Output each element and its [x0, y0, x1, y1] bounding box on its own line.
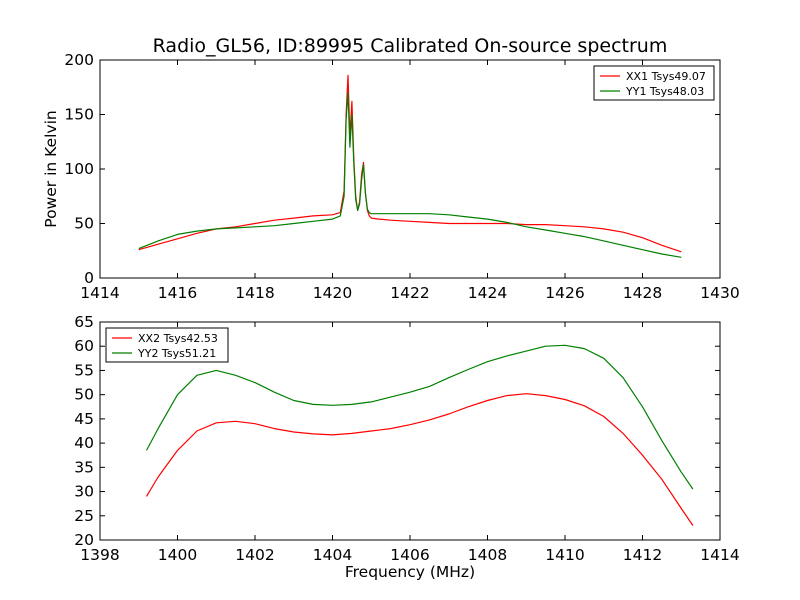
y-tick-label: 30: [74, 483, 94, 501]
y-tick-label: 35: [74, 458, 94, 476]
x-tick-label: 1410: [545, 546, 584, 564]
legend-label: XX1 Tsys49.07: [626, 70, 706, 83]
x-tick-label: 1412: [623, 546, 662, 564]
series-line-1: [138, 74, 682, 253]
legend-label: YY1 Tsys48.03: [625, 85, 704, 98]
y-tick-label: 25: [74, 507, 94, 525]
x-tick-label: 1408: [468, 546, 507, 564]
legend-label: YY2 Tsys51.21: [137, 347, 216, 360]
x-tick-label: 1414: [700, 546, 739, 564]
legend: XX2 Tsys42.53 YY2 Tsys51.21: [105, 327, 229, 363]
y-tick-label: 50: [74, 386, 94, 404]
x-tick-label: 1420: [313, 284, 352, 302]
x-tick-label: 1400: [158, 546, 197, 564]
x-tick-label: 1424: [468, 284, 507, 302]
x-tick-label: 1414: [80, 284, 119, 302]
legend-box: [105, 327, 229, 363]
y-axis-title: Power in Kelvin: [42, 110, 60, 227]
y-tick-label: 200: [64, 51, 94, 69]
series-line-2: [145, 344, 694, 490]
chart-title: Radio_GL56, ID:89995 Calibrated On-sourc…: [153, 35, 668, 57]
series-line-2: [138, 92, 682, 258]
x-tick-label: 1398: [80, 546, 119, 564]
y-tick-label: 20: [74, 531, 94, 549]
y-tick-label: 100: [64, 160, 94, 178]
x-tick-label: 1422: [390, 284, 429, 302]
legend-label: XX2 Tsys42.53: [138, 332, 218, 345]
x-tick-label: 1406: [390, 546, 429, 564]
legend: XX1 Tsys49.07 YY1 Tsys48.03: [593, 65, 715, 101]
legend-box: [593, 65, 715, 101]
x-tick-label: 1428: [623, 284, 662, 302]
x-tick-label: 1426: [545, 284, 584, 302]
y-tick-label: 45: [74, 410, 94, 428]
y-tick-label: 55: [74, 361, 94, 379]
y-tick-label: 50: [74, 215, 94, 233]
y-tick-label: 0: [84, 269, 94, 287]
y-tick-label: 150: [64, 106, 94, 124]
x-tick-label: 1416: [158, 284, 197, 302]
x-axis-title: Frequency (MHz): [345, 563, 475, 581]
y-tick-label: 60: [74, 337, 94, 355]
x-tick-label: 1402: [235, 546, 274, 564]
x-tick-label: 1404: [313, 546, 352, 564]
top-spectrum-panel: 1414 1416 1418 1420 1422 1424 1426 1428 1430 0 50 1…: [42, 51, 740, 302]
x-tick-label: 1430: [700, 284, 739, 302]
y-tick-label: 40: [74, 434, 94, 452]
bottom-spectrum-panel: 1398 1400 1402 1404 1406 1408 1410 1412 1414 20 25…: [74, 313, 739, 581]
series-line-1: [145, 393, 694, 526]
x-tick-label: 1418: [235, 284, 274, 302]
y-tick-label: 65: [74, 313, 94, 331]
